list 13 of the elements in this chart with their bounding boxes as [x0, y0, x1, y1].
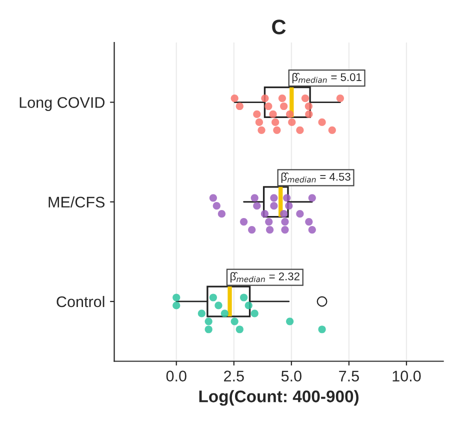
y-tick-label: Long COVID	[20, 97, 104, 111]
annotation: β̂$_{median}$ = 2.32	[230, 272, 300, 283]
annotation: β̂$_{median}$ = 5.01	[292, 72, 362, 84]
chart-title: C	[272, 20, 286, 34]
y-tick-label: Control	[56, 296, 104, 308]
x-axis-title: Log(Count: 400-900)	[199, 390, 359, 406]
x-tick-label: 7.5	[339, 370, 359, 382]
x-tick-label: 5.0	[281, 370, 302, 382]
y-tick-label: ME/CFS	[48, 196, 105, 208]
annotation: β̂$_{median}$ = 4.53	[281, 172, 350, 183]
x-tick-label: 10.0	[392, 370, 421, 382]
x-tick-label: 2.5	[224, 370, 244, 382]
x-tick-label: 0.0	[166, 370, 186, 382]
